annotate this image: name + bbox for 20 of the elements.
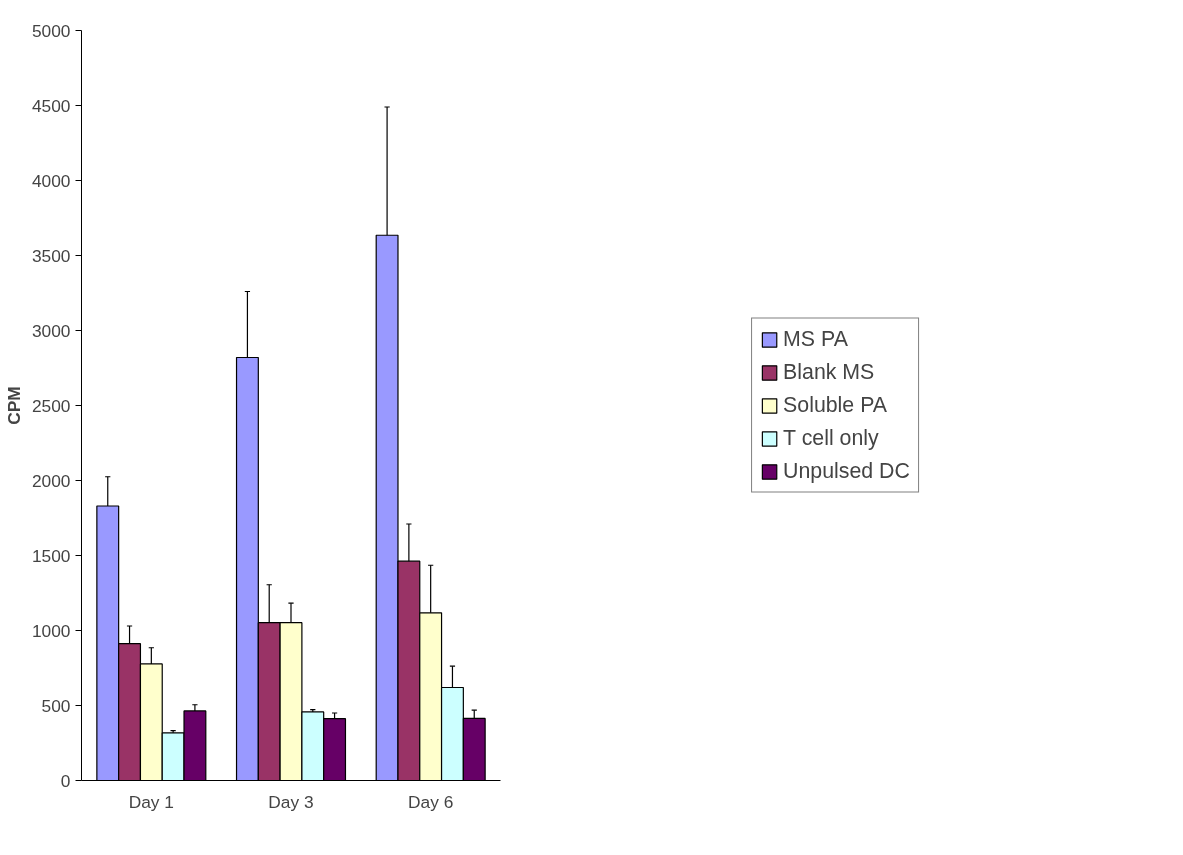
y-tick-label: 3000 [31,320,71,341]
x-tick-label: Day 6 [408,791,454,812]
legend-label: Unpulsed DC [783,458,910,484]
y-tick-label: 4000 [31,170,71,191]
x-tick-label: Day 1 [128,791,174,812]
y-tick-label: 2000 [31,470,71,491]
y-tick-label: 500 [41,695,71,716]
legend-label: MS PA [783,326,848,352]
y-tick-label: 3500 [31,245,71,266]
y-axis-title: CPM [3,386,24,425]
y-tick-label: 1000 [31,620,71,641]
legend-label: T cell only [783,425,879,451]
legend-label: Soluble PA [783,392,888,418]
x-tick-label: Day 3 [268,791,314,812]
y-tick-label: 2500 [31,395,71,416]
legend-label: Blank MS [783,359,875,385]
y-tick-label: 5000 [31,20,71,41]
y-tick-label: 0 [60,770,71,791]
y-tick-label: 4500 [31,95,71,116]
y-tick-label: 1500 [31,545,71,566]
